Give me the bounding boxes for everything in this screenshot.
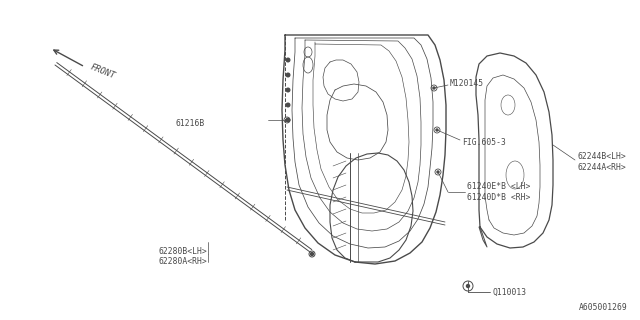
- Text: FRONT: FRONT: [89, 63, 116, 81]
- Circle shape: [286, 103, 290, 107]
- Text: 62280A<RH>: 62280A<RH>: [158, 257, 207, 266]
- Circle shape: [310, 252, 314, 255]
- Text: 61240E*B <LH>: 61240E*B <LH>: [467, 181, 531, 190]
- Text: 62244B<LH>: 62244B<LH>: [577, 151, 626, 161]
- Text: FIG.605-3: FIG.605-3: [462, 138, 506, 147]
- Circle shape: [433, 87, 435, 89]
- Circle shape: [286, 73, 290, 77]
- Text: A605001269: A605001269: [579, 303, 628, 312]
- Text: 62244A<RH>: 62244A<RH>: [577, 163, 626, 172]
- Circle shape: [467, 284, 470, 287]
- Text: M120145: M120145: [450, 78, 484, 87]
- Text: 61216B: 61216B: [175, 118, 204, 127]
- Text: 61240D*B <RH>: 61240D*B <RH>: [467, 193, 531, 202]
- Circle shape: [437, 171, 439, 173]
- Circle shape: [436, 129, 438, 131]
- Text: Q110013: Q110013: [492, 287, 526, 297]
- Circle shape: [286, 119, 288, 121]
- Circle shape: [286, 118, 290, 122]
- Text: 62280B<LH>: 62280B<LH>: [158, 246, 207, 255]
- Circle shape: [286, 88, 290, 92]
- Circle shape: [286, 58, 290, 62]
